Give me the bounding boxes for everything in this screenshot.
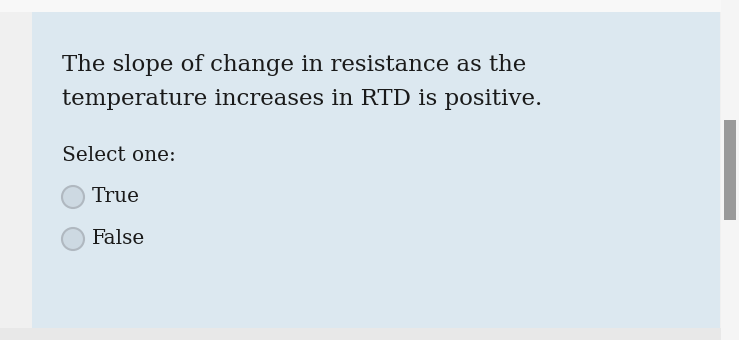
Text: Select one:: Select one: bbox=[62, 146, 176, 165]
Text: True: True bbox=[92, 187, 140, 206]
Circle shape bbox=[62, 186, 84, 208]
Text: The slope of change in resistance as the: The slope of change in resistance as the bbox=[62, 54, 526, 76]
Bar bbox=[724, 120, 736, 220]
Bar bbox=[0, 328, 739, 340]
Bar bbox=[0, 0, 739, 12]
Text: False: False bbox=[92, 230, 146, 249]
Text: temperature increases in RTD is positive.: temperature increases in RTD is positive… bbox=[62, 88, 542, 110]
Circle shape bbox=[62, 228, 84, 250]
Bar bbox=[721, 0, 739, 340]
